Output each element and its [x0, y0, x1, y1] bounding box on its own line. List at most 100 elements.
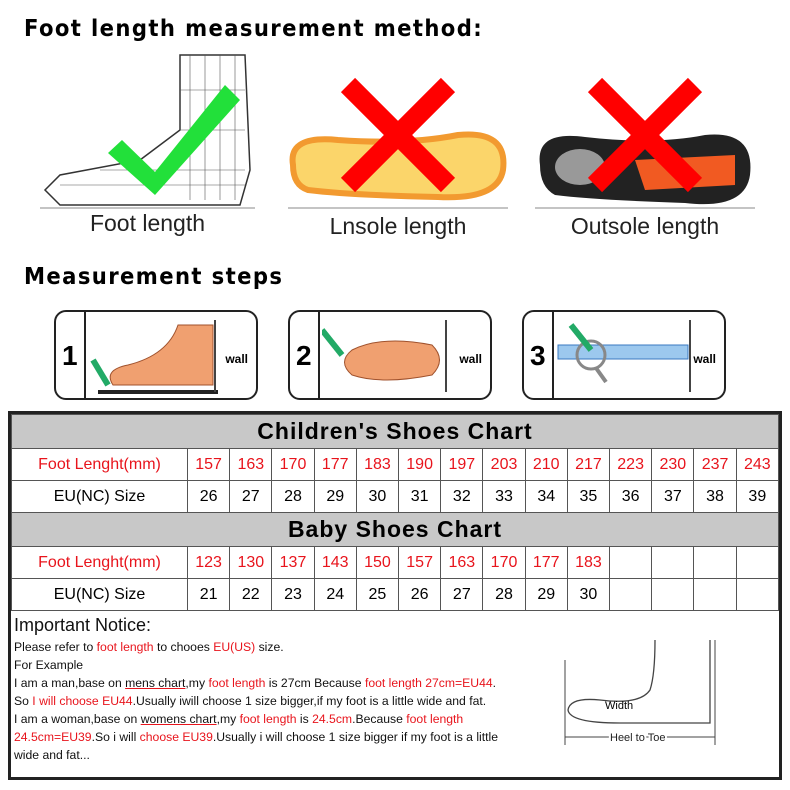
foot-length-cell: 230 [651, 448, 695, 481]
baby-chart-title: Baby Shoes Chart [11, 512, 779, 547]
eu-size-cell: 30 [566, 578, 611, 611]
step-number: 1 [62, 340, 78, 371]
foot-diagram: Width Heel to Toe [564, 639, 716, 746]
eu-size-cell [735, 578, 780, 611]
magnifier-icon [575, 339, 607, 371]
wall-label: wall [459, 352, 482, 366]
step-number: 3 [530, 340, 546, 371]
eu-size-cell [693, 578, 737, 611]
eu-size-cell: 25 [355, 578, 400, 611]
eu-size-cell: 33 [482, 480, 526, 513]
foot-length-cell [735, 546, 780, 579]
method-label-insole: Lnsole length [329, 213, 467, 239]
notice-line: I am a man,base on mens chart,my foot le… [14, 676, 497, 690]
width-label: Width [605, 700, 633, 712]
eu-size-cell: 24 [313, 578, 357, 611]
children-chart-title: Children's Shoes Chart [11, 414, 779, 449]
check-icon [108, 85, 240, 195]
size-chart: Children's Shoes Chart Foot Lenght(mm) 15… [8, 411, 782, 780]
foot-length-cell: 157 [186, 448, 231, 481]
foot-length-cell: 163 [440, 546, 484, 579]
outsole-length-image [535, 77, 755, 209]
row-label: EU(NC) Size [11, 480, 188, 513]
foot-length-cell: 143 [313, 546, 357, 579]
foot-length-cell: 163 [229, 448, 273, 481]
eu-size-cell: 27 [440, 578, 484, 611]
eu-size-cell: 22 [229, 578, 273, 611]
notice-title: Important Notice: [14, 615, 152, 635]
eu-size-cell [609, 578, 653, 611]
eu-size-cell: 28 [271, 480, 315, 513]
foot-top-image [322, 328, 440, 381]
eu-size-cell: 36 [609, 480, 653, 513]
pencil-icon [568, 323, 594, 352]
foot-length-cell: 243 [735, 448, 780, 481]
eu-size-cell: 32 [440, 480, 484, 513]
foot-length-cell [693, 546, 737, 579]
foot-length-cell: 157 [398, 546, 442, 579]
eu-size-cell: 37 [651, 480, 695, 513]
cross-icon [587, 77, 703, 193]
foot-length-cell [609, 546, 653, 579]
foot-length-cell: 223 [609, 448, 653, 481]
row-label: Foot Lenght(mm) [11, 546, 188, 579]
eu-size-cell: 30 [355, 480, 400, 513]
step-2: 2 wall [288, 310, 492, 400]
foot-length-cell: 190 [398, 448, 442, 481]
eu-size-cell: 28 [482, 578, 526, 611]
foot-length-cell: 217 [566, 448, 611, 481]
method-heading: Foot length measurement method: [24, 16, 484, 42]
wall-label: wall [693, 352, 716, 366]
foot-length-cell: 130 [229, 546, 273, 579]
foot-length-cell [651, 546, 695, 579]
foot-length-cell: 177 [524, 546, 568, 579]
ruler-image [557, 323, 689, 384]
method-label-outsole: Outsole length [570, 213, 720, 239]
foot-length-cell: 177 [313, 448, 357, 481]
notice-line: 24.5cm=EU39.So i will choose EU39.Usuall… [14, 730, 499, 744]
foot-length-cell: 183 [566, 546, 611, 579]
foot-length-cell: 237 [693, 448, 737, 481]
foot-length-cell: 170 [482, 546, 526, 579]
eu-size-cell: 29 [524, 578, 568, 611]
row-label: EU(NC) Size [11, 578, 188, 611]
insole-length-image [288, 77, 508, 209]
pencil-icon [322, 328, 345, 357]
notice-line: I am a woman,base on womens chart,my foo… [14, 712, 464, 726]
step-1: 1 wall [54, 310, 258, 400]
cross-icon [340, 77, 456, 193]
step-number: 2 [296, 340, 312, 371]
eu-size-cell: 29 [313, 480, 357, 513]
foot-length-cell: 170 [271, 448, 315, 481]
pencil-icon [90, 358, 111, 387]
foot-length-cell: 150 [355, 546, 400, 579]
method-label-foot: Foot length [89, 210, 206, 236]
eu-size-cell [651, 578, 695, 611]
eu-size-cell: 26 [398, 578, 442, 611]
eu-size-cell: 26 [186, 480, 231, 513]
eu-size-cell: 39 [735, 480, 780, 513]
foot-length-cell: 123 [186, 546, 231, 579]
foot-length-image [40, 54, 255, 209]
foot-length-cell: 137 [271, 546, 315, 579]
foot-length-cell: 183 [355, 448, 400, 481]
notice-line: So I will choose EU44.Usually iwill choo… [14, 694, 487, 708]
wall-label: wall [225, 352, 248, 366]
steps-heading: Measurement steps [24, 264, 284, 290]
eu-size-cell: 21 [186, 578, 231, 611]
eu-size-cell: 38 [693, 480, 737, 513]
important-notice: Important Notice: Please refer to foot l… [14, 616, 554, 764]
notice-line: Please refer to foot length to chooes EU… [14, 640, 284, 654]
eu-size-cell: 34 [524, 480, 568, 513]
foot-side-image [90, 324, 218, 394]
step-3: 3 wall [522, 310, 726, 400]
heel-to-toe-label: Heel to Toe [610, 732, 665, 744]
notice-line: For Example [14, 658, 84, 672]
notice-line: wide and fat... [14, 748, 90, 762]
eu-size-cell: 31 [398, 480, 442, 513]
eu-size-cell: 35 [566, 480, 611, 513]
eu-size-cell: 27 [229, 480, 273, 513]
eu-size-cell: 23 [271, 578, 315, 611]
row-label: Foot Lenght(mm) [11, 448, 188, 481]
foot-length-cell: 203 [482, 448, 526, 481]
